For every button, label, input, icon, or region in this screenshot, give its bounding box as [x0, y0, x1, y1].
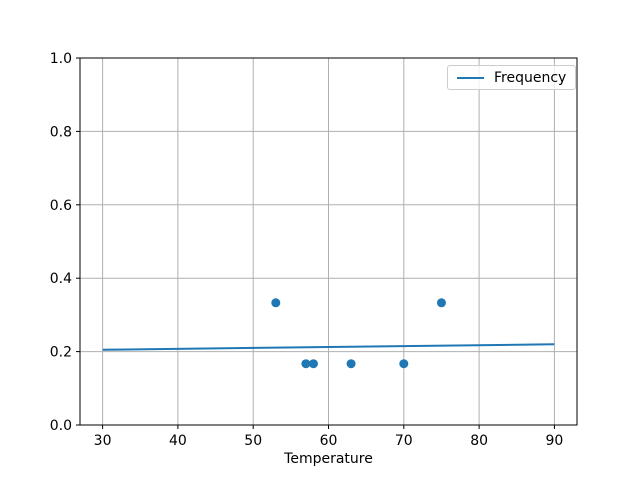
y-tick-label: 0.0 — [50, 418, 72, 434]
x-tick-label: 70 — [395, 433, 413, 449]
y-tick-label: 0.8 — [50, 124, 72, 140]
x-tick-label: 40 — [169, 433, 187, 449]
y-tick-label: 0.2 — [50, 345, 72, 361]
data-point — [436, 298, 446, 308]
y-tick-label: 0.4 — [50, 271, 72, 287]
data-point — [301, 359, 311, 369]
y-tick-label: 0.6 — [50, 198, 72, 214]
legend-label: Frequency — [494, 69, 567, 86]
data-point — [346, 359, 356, 369]
x-tick-label: 30 — [94, 433, 112, 449]
legend: Frequency — [447, 65, 577, 90]
frequency-line — [102, 343, 555, 351]
legend-line-sample — [457, 76, 484, 79]
data-point — [399, 359, 409, 369]
axes-spines — [79, 57, 578, 426]
y-tick-label: 1.0 — [50, 51, 72, 67]
x-tick-label: 60 — [320, 433, 338, 449]
data-point — [308, 359, 318, 369]
data-point — [271, 298, 281, 308]
x-axis-label: Temperature — [284, 451, 373, 467]
x-tick-label: 50 — [244, 433, 262, 449]
x-tick-label: 90 — [545, 433, 563, 449]
x-tick-label: 80 — [470, 433, 488, 449]
